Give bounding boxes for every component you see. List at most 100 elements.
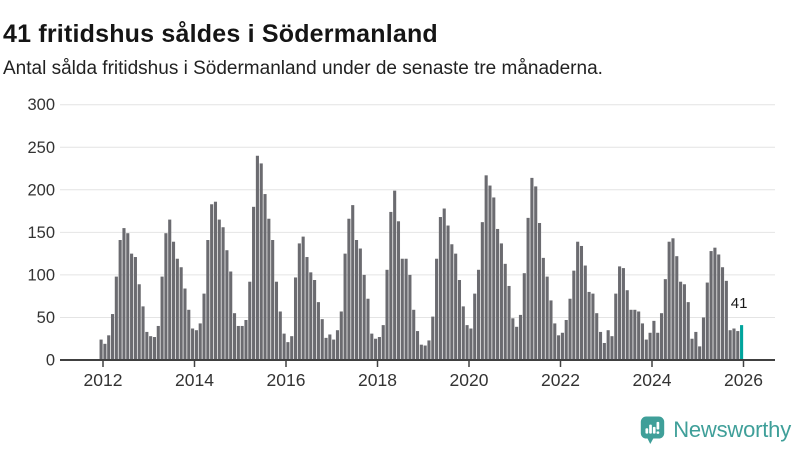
x-tick-label: 2014 [175, 370, 214, 390]
bar [675, 256, 679, 360]
bar [629, 309, 633, 360]
bar [259, 163, 263, 360]
bar [183, 288, 187, 360]
bar [339, 311, 343, 360]
bar [450, 244, 454, 360]
bar [656, 332, 660, 360]
bar [293, 277, 298, 360]
bar [438, 217, 442, 360]
newsworthy-logo[interactable]: Newsworthy [639, 415, 791, 445]
bar [324, 337, 328, 360]
bar [343, 253, 347, 361]
bar [198, 323, 202, 360]
bar [130, 253, 134, 361]
bar [446, 225, 450, 360]
bar [191, 328, 195, 360]
bar [415, 331, 420, 360]
x-tick-label: 2012 [84, 370, 123, 390]
bar [210, 204, 214, 360]
bar [591, 293, 595, 360]
bar [480, 222, 484, 360]
bar [606, 330, 610, 360]
bar [469, 328, 473, 360]
bar [370, 333, 374, 360]
bar [377, 337, 381, 360]
bar [286, 342, 290, 360]
bar [682, 284, 686, 360]
bar [362, 274, 366, 360]
bar [465, 325, 469, 360]
bar [694, 331, 698, 360]
bar [598, 331, 603, 360]
bar [537, 222, 542, 360]
bar [206, 240, 210, 360]
bar [659, 313, 664, 360]
bar [602, 342, 606, 360]
bar [705, 282, 709, 360]
bar [149, 336, 153, 360]
bar [404, 258, 408, 360]
bar [137, 284, 141, 360]
bar [503, 263, 507, 360]
x-tick-label: 2022 [541, 370, 580, 390]
bar [522, 273, 526, 360]
bar [549, 300, 553, 360]
bar [457, 280, 462, 360]
bar [305, 257, 309, 360]
bar [213, 201, 218, 360]
bar [484, 175, 488, 360]
bar [671, 238, 675, 360]
x-tick-label: 2016 [267, 370, 306, 390]
bar [255, 155, 259, 360]
bar [229, 271, 233, 360]
bar [301, 236, 305, 360]
bar [374, 338, 378, 360]
bar [252, 206, 256, 360]
bar [576, 241, 580, 360]
bar [274, 281, 279, 360]
bar [114, 276, 118, 360]
bar [347, 218, 351, 360]
bar [648, 332, 652, 360]
bar [640, 323, 645, 360]
y-tick-label: 50 [37, 309, 55, 327]
x-axis [60, 359, 775, 367]
bar [282, 333, 286, 360]
bar [652, 320, 656, 360]
bar [133, 257, 137, 360]
bar [431, 316, 435, 360]
bar [663, 279, 667, 360]
bar [595, 313, 599, 360]
bar [564, 320, 568, 360]
bar [232, 313, 237, 360]
bar [126, 233, 130, 360]
bar [320, 319, 324, 360]
bar [225, 250, 229, 360]
bar [290, 336, 294, 360]
bar [709, 251, 713, 360]
bar [351, 205, 355, 360]
bar [385, 269, 389, 360]
bar [107, 335, 111, 360]
bar [625, 290, 629, 360]
bar [572, 270, 576, 360]
y-tick-label: 200 [27, 181, 55, 199]
bar [187, 309, 191, 360]
bar [221, 227, 225, 360]
bar [435, 258, 439, 360]
bar [122, 228, 126, 360]
bar [526, 217, 530, 360]
bar [194, 330, 198, 360]
bar [396, 221, 401, 360]
bar [442, 208, 446, 360]
bar [541, 257, 545, 360]
y-tick-label: 0 [46, 352, 55, 370]
bar [732, 328, 736, 360]
bar [679, 281, 683, 360]
bar [141, 306, 145, 360]
bar [278, 311, 282, 360]
bar [461, 306, 465, 360]
bar [621, 268, 625, 360]
bar [488, 185, 492, 360]
